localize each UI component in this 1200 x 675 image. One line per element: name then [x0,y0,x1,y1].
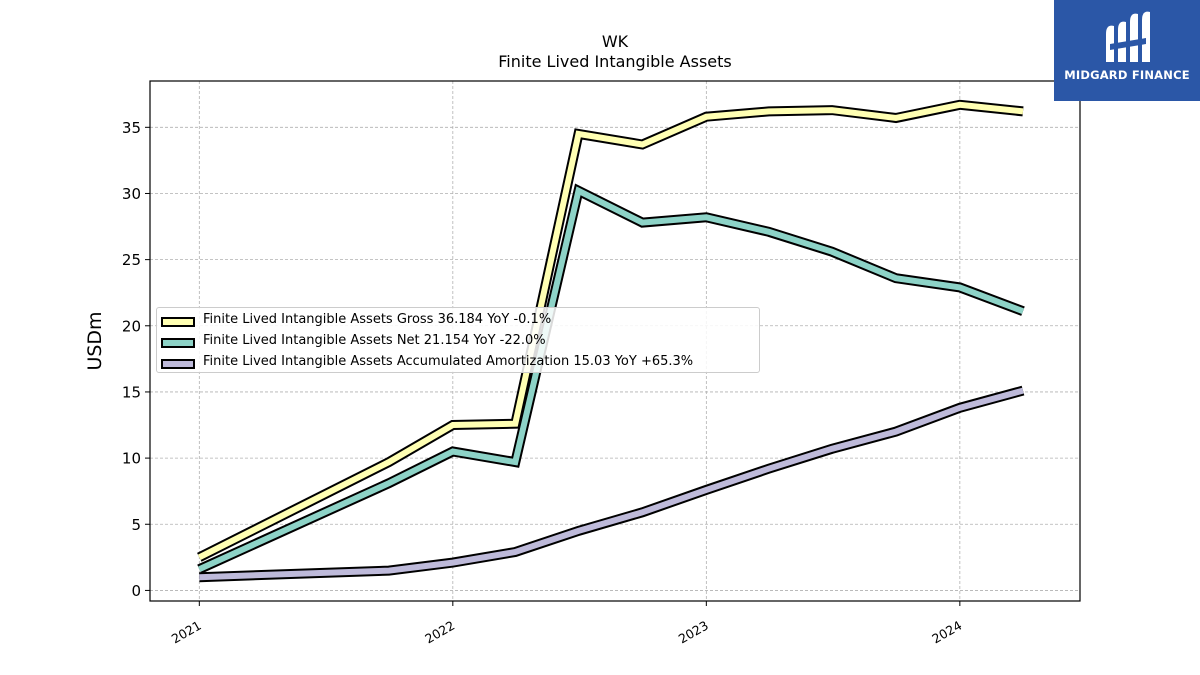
chart-legend: Finite Lived Intangible Assets Gross 36.… [156,307,760,373]
y-tick-label: 0 [131,582,141,600]
y-tick-label: 10 [122,450,141,468]
midgard-finance-logo: MIDGARD FINANCE [1054,0,1200,101]
plot-area-frame [149,80,1081,602]
series-stroke [199,387,1024,581]
series-outline [199,385,1025,583]
y-tick-label: 15 [122,383,141,401]
x-tick-label: 2023 [676,618,711,647]
legend-swatch [161,359,195,369]
legend-label: Finite Lived Intangible Assets Accumulat… [203,354,694,369]
y-tick-label: 5 [131,516,141,534]
x-tick-label: 2022 [422,618,457,647]
y-tick-label: 35 [122,119,141,137]
legend-label: Finite Lived Intangible Assets Gross 36.… [203,312,552,327]
legend-swatch [161,338,195,348]
y-axis-label: USDm [84,311,106,370]
midgard-m-logo-icon [1106,11,1150,62]
legend-swatch [161,317,195,327]
series-stroke [198,186,1025,572]
x-axis: 2021 2022 2023 2024 [169,601,964,647]
series-lines [197,99,1025,583]
x-tick-label: 2021 [169,618,204,647]
y-tick-label: 25 [122,251,141,269]
x-tick-label: 2024 [929,618,964,647]
series-stroke [197,101,1024,560]
series-line-2 [197,183,1025,574]
series-line-1 [197,99,1024,562]
logo-text: MIDGARD FINANCE [1064,68,1190,82]
legend-label: Finite Lived Intangible Assets Net 21.15… [203,333,546,348]
chart-title: WK [601,32,629,51]
y-tick-label: 30 [122,185,141,203]
series-line-3 [199,385,1025,583]
y-tick-label: 20 [122,317,141,335]
y-axis: 0 5 10 15 20 25 30 35 [122,119,150,600]
chart-subtitle: Finite Lived Intangible Assets [498,52,732,71]
